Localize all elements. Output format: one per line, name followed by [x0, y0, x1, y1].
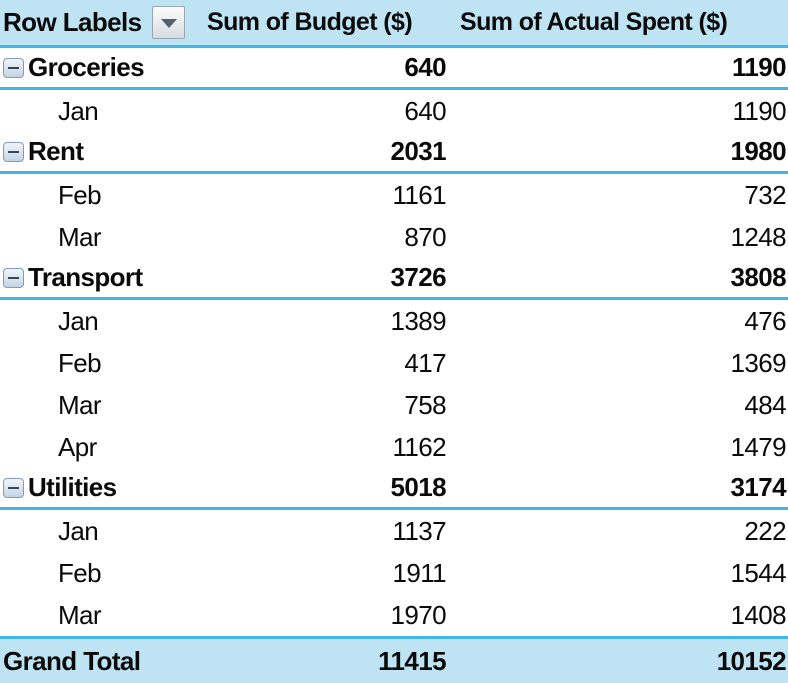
- actual-value: 484: [744, 389, 786, 420]
- collapse-button[interactable]: [3, 57, 24, 78]
- row-label: Jan: [58, 515, 99, 546]
- collapse-button[interactable]: [3, 267, 24, 288]
- actual-value: 1479: [730, 431, 787, 462]
- budget-value: 870: [404, 221, 446, 252]
- row-label-cell: Rent: [0, 136, 205, 167]
- header-row: Row Labels Sum of Budget ($) Sum of Actu…: [0, 0, 788, 48]
- detail-row: Mar 758 484: [0, 384, 788, 426]
- group-row-rent: Rent 2031 1980: [0, 132, 788, 174]
- detail-row: Mar 870 1248: [0, 216, 788, 258]
- actual-value: 222: [744, 515, 786, 546]
- actual-value: 3808: [730, 262, 787, 292]
- budget-value: 1162: [392, 431, 446, 462]
- row-label: Apr: [58, 431, 97, 462]
- actual-value: 1980: [730, 136, 787, 166]
- collapse-button[interactable]: [3, 477, 24, 498]
- group-row-groceries: Groceries 640 1190: [0, 48, 788, 90]
- detail-row: Mar 1970 1408: [0, 594, 788, 636]
- group-label: Groceries: [28, 52, 145, 82]
- grand-total-label: Grand Total: [3, 645, 141, 676]
- actual-value: 1190: [732, 95, 786, 126]
- row-labels-header: Row Labels: [3, 7, 142, 37]
- actual-value: 1369: [730, 347, 787, 378]
- row-label: Mar: [58, 599, 102, 630]
- group-row-transport: Transport 3726 3808: [0, 258, 788, 300]
- row-labels-filter-button[interactable]: [152, 6, 186, 39]
- budget-value: 3726: [390, 262, 447, 292]
- row-label-cell: Utilities: [0, 472, 205, 503]
- budget-value: 640: [404, 52, 446, 82]
- group-label: Utilities: [28, 472, 117, 502]
- minus-icon: [8, 66, 19, 69]
- row-label-cell: Groceries: [0, 52, 205, 83]
- actual-value: 1544: [730, 557, 787, 588]
- actual-value: 1408: [730, 599, 787, 630]
- group-label: Rent: [28, 136, 84, 166]
- budget-value: 1911: [392, 557, 446, 588]
- detail-row: Apr 1162 1479: [0, 426, 788, 468]
- row-label-cell: Transport: [0, 262, 205, 293]
- detail-row: Feb 417 1369: [0, 342, 788, 384]
- actual-value: 1190: [731, 52, 787, 82]
- detail-row: Feb 1161 732: [0, 174, 788, 216]
- budget-value: 5018: [390, 472, 447, 502]
- row-label: Feb: [58, 347, 102, 378]
- budget-value: 417: [404, 347, 446, 378]
- minus-icon: [8, 486, 19, 489]
- group-row-utilities: Utilities 5018 3174: [0, 468, 788, 510]
- actual-value: 732: [744, 179, 786, 210]
- actual-value: 1248: [730, 221, 787, 252]
- row-label: Jan: [58, 95, 99, 126]
- minus-icon: [8, 150, 19, 153]
- row-label: Feb: [58, 557, 102, 588]
- detail-row: Jan 1137 222: [0, 510, 788, 552]
- budget-value: 1161: [392, 179, 446, 210]
- budget-value: 758: [404, 389, 446, 420]
- budget-value: 1137: [392, 515, 446, 546]
- detail-row: Jan 640 1190: [0, 90, 788, 132]
- grand-total-row: Grand Total 11415 10152: [0, 636, 788, 683]
- detail-row: Feb 1911 1544: [0, 552, 788, 594]
- row-label: Feb: [58, 179, 102, 210]
- budget-value: 640: [404, 95, 446, 126]
- row-labels-header-cell: Row Labels: [0, 6, 205, 39]
- actual-value: 476: [744, 305, 786, 336]
- row-label: Jan: [58, 305, 99, 336]
- row-label: Mar: [58, 221, 102, 252]
- minus-icon: [8, 276, 19, 279]
- chevron-down-icon: [160, 19, 177, 28]
- row-label: Mar: [58, 389, 102, 420]
- detail-row: Jan 1389 476: [0, 300, 788, 342]
- budget-value: 1970: [390, 599, 447, 630]
- actual-value: 3174: [730, 472, 787, 502]
- budget-value: 2031: [390, 136, 447, 166]
- grand-total-budget: 11415: [378, 645, 446, 676]
- grand-total-actual: 10152: [716, 645, 787, 676]
- group-label: Transport: [28, 262, 143, 292]
- actual-column-header: Sum of Actual Spent ($): [460, 8, 728, 36]
- budget-value: 1389: [390, 305, 447, 336]
- collapse-button[interactable]: [3, 141, 24, 162]
- budget-column-header: Sum of Budget ($): [207, 8, 413, 36]
